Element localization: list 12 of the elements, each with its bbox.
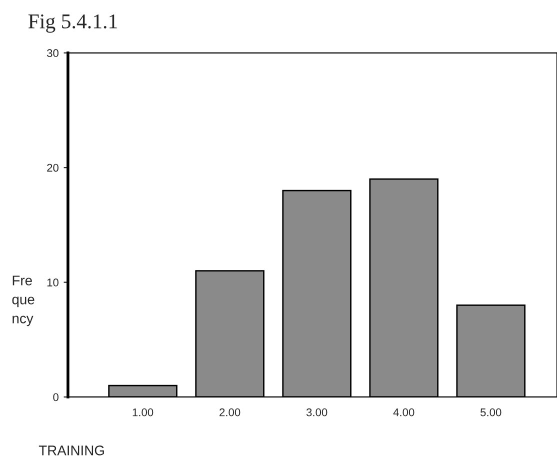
x-tick-label: 3.00: [306, 408, 328, 416]
x-tick-label: 4.00: [393, 408, 414, 416]
y-tick-label: 30: [46, 49, 58, 58]
chart-title: Fig 5.4.1.1: [28, 14, 117, 33]
y-tick-label: 10: [47, 278, 58, 286]
x-tick-label: 1.00: [132, 408, 154, 416]
y-tick-label: 0: [53, 393, 58, 402]
x-tick-label: 5.00: [480, 408, 502, 416]
y-axis-title: Fre que ncy: [12, 276, 34, 326]
x-axis-title: TRAINING: [38, 446, 104, 456]
y-tick-label: 20: [47, 164, 58, 172]
x-tick-label: 2.00: [220, 408, 240, 416]
